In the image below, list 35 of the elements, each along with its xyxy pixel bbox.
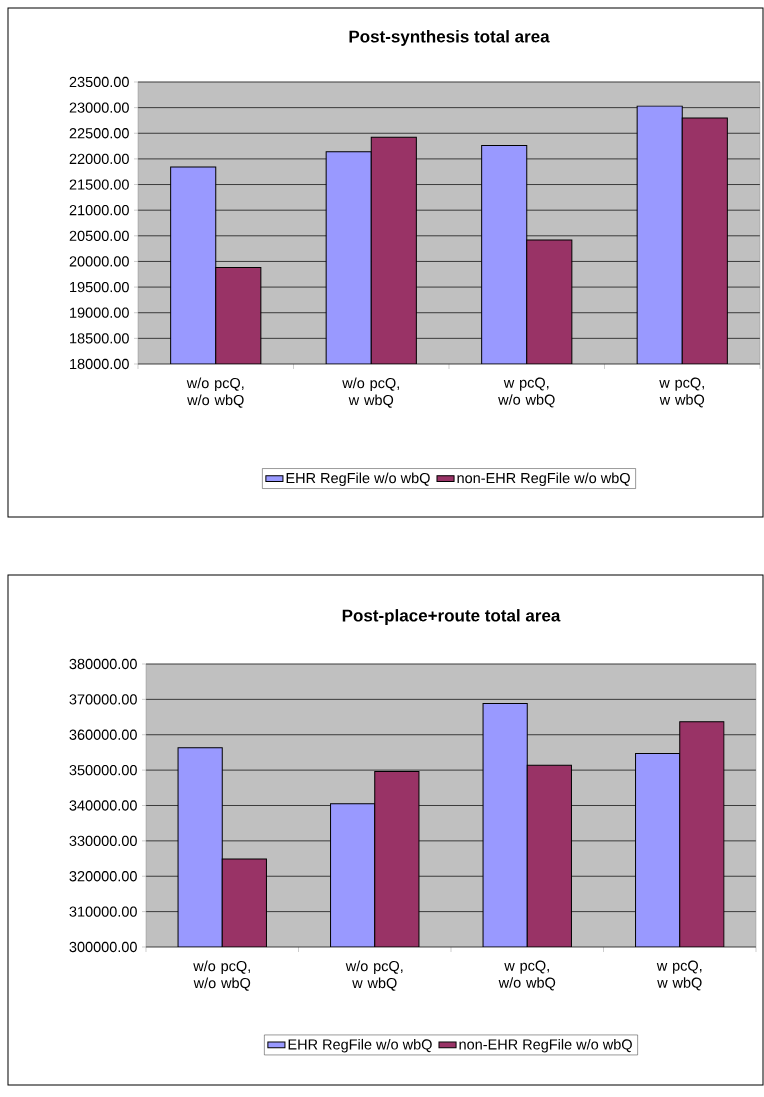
y-tick-label: 22500.00 [69,128,129,139]
x-tick-label: w pcQ, w/o wbQ [498,377,555,408]
y-tick-label: 18000.00 [70,358,129,370]
y-tick-label: 20500.00 [69,230,129,241]
y-tick-label: 23500.00 [69,76,129,88]
chart-title: Post-synthesis total area [349,30,550,46]
y-tick-label: 340000.00 [69,800,137,811]
y-tick-label: 300000.00 [69,941,137,953]
y-tick-label: 19500.00 [70,281,129,293]
legend-label: non-EHR RegFile w/o wbQ [457,472,630,487]
x-tick-label: w/o pcQ, w wbQ [345,960,403,991]
x-tick-label: w/o pcQ, w/o wbQ [193,960,251,991]
y-tick-label: 21500.00 [69,179,129,190]
legend-label: EHR RegFile w/o wbQ [286,472,430,487]
y-tick-label: 19000.00 [70,307,129,318]
x-tick-label: w/o pcQ, w wbQ [342,377,399,408]
y-tick-label: 350000.00 [69,764,137,776]
x-tick-label: w pcQ, w wbQ [656,960,702,991]
y-tick-label: 330000.00 [69,835,137,847]
y-tick-label: 370000.00 [69,694,137,705]
y-tick-label: 360000.00 [69,729,137,740]
y-tick-label: 320000.00 [69,871,137,882]
x-tick-label: w pcQ, w/o wbQ [498,960,556,991]
y-tick-label: 18500.00 [70,333,129,344]
y-tick-label: 380000.00 [69,658,137,670]
chart-title: Post-place+route total area [342,609,561,625]
y-tick-label: 22000.00 [69,153,129,165]
legend-label: non-EHR RegFile w/o wbQ [459,1038,632,1053]
y-tick-label: 20000.00 [69,256,129,267]
legend-label: EHR RegFile w/o wbQ [288,1038,432,1053]
y-tick-label: 21000.00 [69,205,129,216]
x-tick-label: w/o pcQ, w/o wbQ [186,377,244,408]
y-tick-label: 310000.00 [69,906,137,917]
x-tick-label: w pcQ, w wbQ [659,377,705,408]
y-tick-label: 23000.00 [69,102,129,113]
